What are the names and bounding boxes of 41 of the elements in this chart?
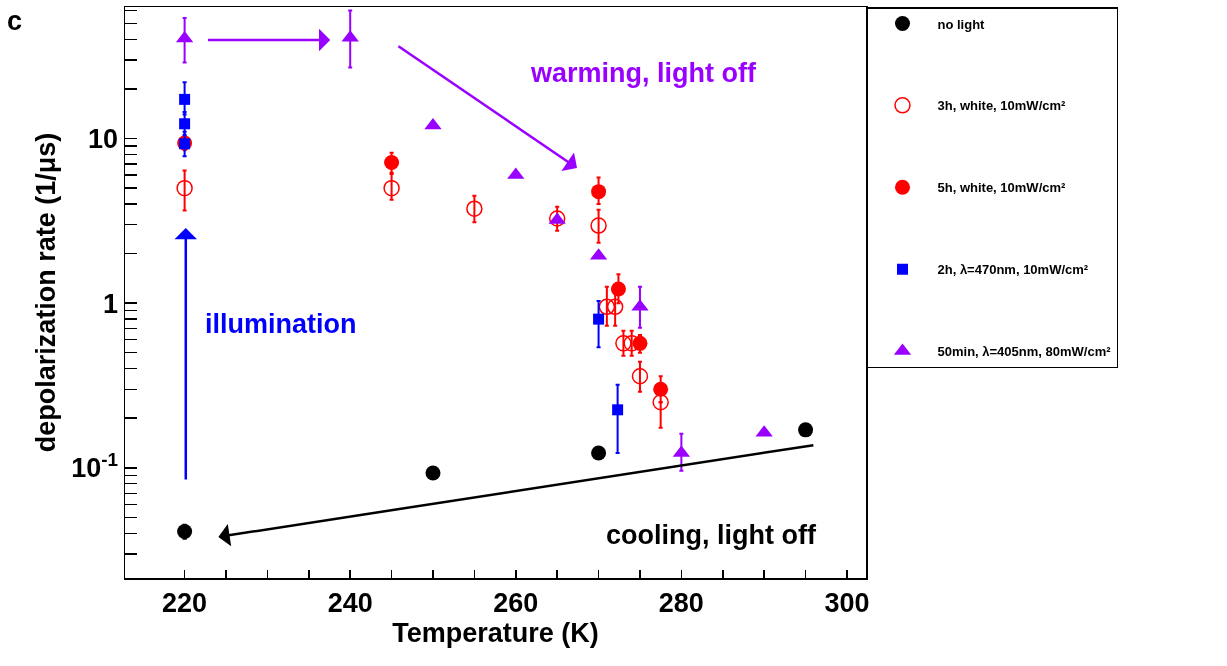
point bbox=[179, 118, 191, 130]
point bbox=[615, 335, 632, 352]
point bbox=[591, 184, 607, 200]
point bbox=[176, 179, 193, 197]
point bbox=[590, 217, 607, 234]
x-tick-label: 240 bbox=[327, 587, 373, 618]
point bbox=[593, 313, 605, 325]
annotation: illumination bbox=[205, 309, 357, 339]
point bbox=[383, 179, 400, 197]
point bbox=[606, 298, 624, 316]
y-tick-label: 10 bbox=[88, 124, 119, 155]
point bbox=[179, 93, 191, 105]
legend-label: 50min, λ=405nm, 80mW/cm² bbox=[937, 344, 1112, 360]
y-axis-title: depolarization rate (1/μs) bbox=[30, 132, 61, 453]
point bbox=[632, 335, 648, 351]
y-tick-label: 10$^{-1}$ bbox=[71, 448, 119, 484]
point bbox=[653, 381, 669, 397]
annotation: warming, light off bbox=[530, 58, 757, 88]
point bbox=[384, 155, 400, 171]
point bbox=[610, 281, 626, 297]
x-tick-label: 220 bbox=[162, 587, 208, 618]
point bbox=[466, 200, 483, 217]
x-tick-label: 260 bbox=[493, 587, 539, 618]
point bbox=[591, 445, 607, 461]
legend-label: 2h, λ=470nm, 10mW/cm² bbox=[937, 262, 1089, 278]
point bbox=[425, 465, 441, 481]
legend-label: 5h, white, 10mW/cm² bbox=[937, 180, 1067, 196]
point bbox=[798, 422, 814, 438]
point bbox=[612, 404, 624, 416]
y-tick-label: 1 bbox=[103, 288, 119, 319]
point bbox=[652, 394, 669, 411]
point bbox=[177, 524, 193, 540]
text: c bbox=[7, 6, 23, 36]
x-axis-title: Temperature (K) bbox=[392, 617, 599, 648]
x-tick-label: 280 bbox=[658, 587, 704, 618]
point bbox=[631, 367, 649, 385]
point bbox=[598, 298, 616, 316]
legend-label: no light bbox=[937, 16, 986, 32]
legend-label: 3h, white, 10mW/cm² bbox=[937, 98, 1067, 114]
x-tick-label: 300 bbox=[824, 587, 870, 618]
annotation: cooling, light off bbox=[606, 520, 817, 550]
